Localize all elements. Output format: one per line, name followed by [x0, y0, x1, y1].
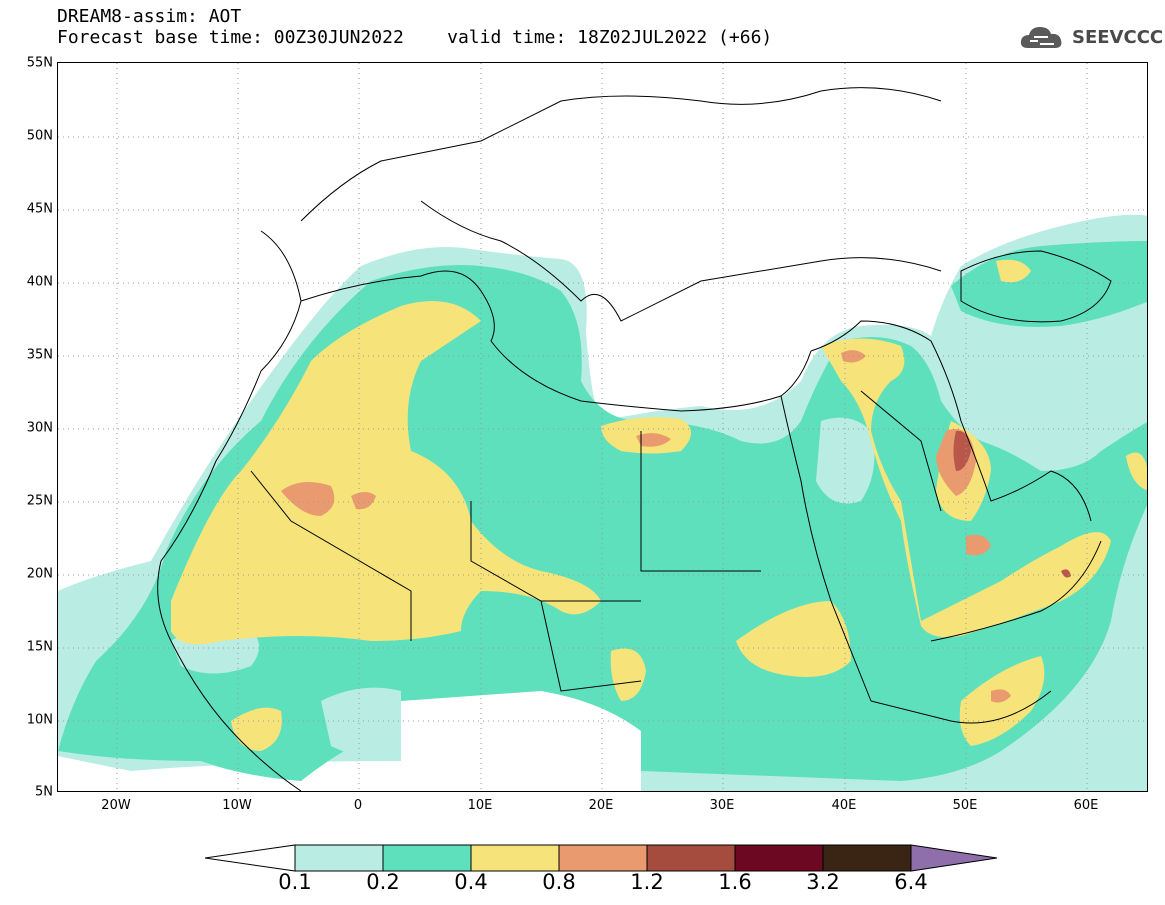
- lon-label-20e: 20E: [588, 798, 614, 813]
- title-block: DREAM8-assim: AOT Forecast base time: 00…: [57, 6, 772, 48]
- lon-label-0: 0: [353, 798, 363, 813]
- forecast-time-line: Forecast base time: 00Z30JUN2022 valid t…: [57, 27, 773, 48]
- lat-label-5n: 5N: [35, 784, 53, 800]
- colorbar-bin-1.2: [646, 844, 736, 872]
- lon-label-30e: 30E: [709, 798, 735, 813]
- colorbar-label-0.2: 0.2: [366, 870, 400, 894]
- cloud-icon: [1020, 27, 1062, 48]
- lon-label-60e: 60E: [1073, 798, 1099, 813]
- colorbar-label-1.6: 1.6: [718, 870, 752, 894]
- colorbar: [205, 844, 998, 872]
- lat-label-25n: 25N: [26, 493, 53, 509]
- lat-label-35n: 35N: [26, 347, 53, 363]
- lon-label-10e: 10E: [467, 798, 493, 813]
- lat-label-15n: 15N: [26, 639, 53, 655]
- aot-field-1.2: [953, 430, 1071, 578]
- colorbar-label-0.1: 0.1: [278, 870, 312, 894]
- lat-label-50n: 50N: [26, 128, 53, 144]
- lat-label-40n: 40N: [26, 274, 53, 290]
- colorbar-label-0.8: 0.8: [542, 870, 576, 894]
- aot-map: [57, 62, 1148, 792]
- colorbar-label-3.2: 3.2: [806, 870, 840, 894]
- colorbar-above-arrow: [910, 844, 998, 872]
- lat-label-10n: 10N: [26, 712, 53, 728]
- seevccc-logo: SEEVCCC: [1018, 22, 1163, 52]
- colorbar-label-0.4: 0.4: [454, 870, 488, 894]
- colorbar-bin-0.8: [558, 844, 648, 872]
- lon-label-20w: 20W: [101, 798, 131, 813]
- lat-label-30n: 30N: [26, 420, 53, 436]
- map-title: DREAM8-assim: AOT: [57, 6, 242, 27]
- colorbar-label-6.4: 6.4: [894, 870, 928, 894]
- colorbar-below-arrow: [205, 844, 296, 872]
- colorbar-bin-0.1: [294, 844, 384, 872]
- colorbar-bin-1.6: [734, 844, 824, 872]
- lon-label-40e: 40E: [831, 798, 857, 813]
- colorbar-bin-0.2: [382, 844, 472, 872]
- lon-label-50e: 50E: [952, 798, 978, 813]
- colorbar-bin-0.4: [470, 844, 560, 872]
- lat-label-45n: 45N: [26, 201, 53, 217]
- colorbar-label-1.2: 1.2: [630, 870, 664, 894]
- lat-label-55n: 55N: [26, 55, 53, 71]
- logo-text: SEEVCCC: [1072, 26, 1164, 48]
- graticule: [58, 63, 1147, 791]
- lon-label-10w: 10W: [222, 798, 252, 813]
- aot-field-0.4: [171, 259, 1147, 751]
- colorbar-bin-3.2: [822, 844, 912, 872]
- lat-label-20n: 20N: [26, 566, 53, 582]
- aot-map-canvas: [58, 63, 1147, 791]
- coastlines: [157, 87, 1112, 791]
